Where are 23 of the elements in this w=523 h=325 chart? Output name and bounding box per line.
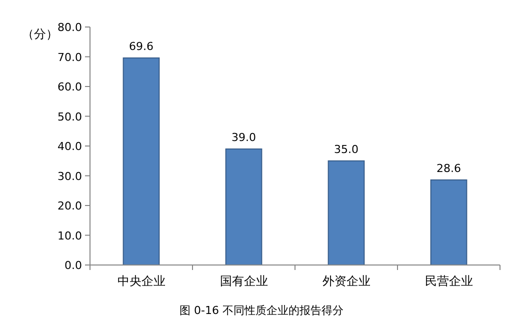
y-tick-label: 50.0 <box>58 110 82 124</box>
x-tick-label: 国有企业 <box>220 274 268 288</box>
x-tick-label: 外资企业 <box>322 274 370 288</box>
data-label: 28.6 <box>436 162 461 175</box>
y-tick-label: 60.0 <box>58 80 82 94</box>
y-tick-label: 10.0 <box>58 229 82 242</box>
x-tick-label: 民营企业 <box>424 274 473 288</box>
bar <box>225 148 262 266</box>
x-tick-label: 中央企业 <box>117 274 166 288</box>
y-axis-title: （分） <box>22 27 58 41</box>
y-tick-label: 0.0 <box>64 259 82 272</box>
text: 图 0-16 不同性质企业的报告得分 <box>180 304 344 317</box>
data-label: 35.0 <box>334 142 358 156</box>
y-tick-label: 70.0 <box>58 50 82 64</box>
data-label: 69.6 <box>129 40 154 53</box>
y-tick-label: 40.0 <box>58 140 82 153</box>
y-tick-label: 20.0 <box>58 200 82 212</box>
bar <box>430 179 468 266</box>
bar <box>328 160 365 266</box>
y-tick-label: 30.0 <box>58 170 82 183</box>
data-label: 39.0 <box>232 130 256 144</box>
y-tick-label: 80.0 <box>58 21 82 34</box>
bar <box>122 57 160 266</box>
